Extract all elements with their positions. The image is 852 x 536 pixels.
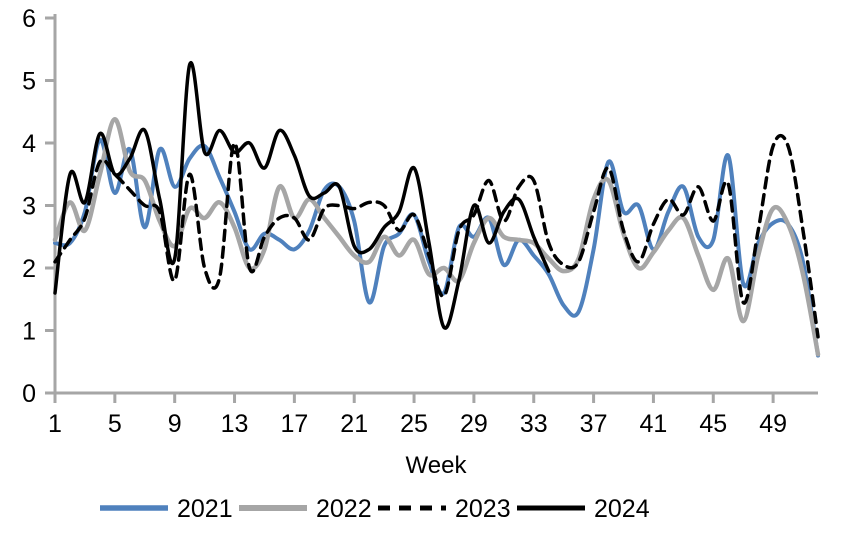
series-line-2024	[53, 60, 551, 330]
x-tick-label: 45	[699, 410, 727, 438]
x-tick-label: 37	[580, 410, 608, 438]
x-tick-label: 21	[340, 410, 368, 438]
x-tick-label: 17	[280, 410, 308, 438]
x-tick-label: 33	[520, 410, 548, 438]
y-tick-label: 2	[22, 255, 36, 283]
x-tick-label: 29	[460, 410, 488, 438]
y-tick-label: 5	[22, 68, 36, 96]
x-tick-label: 9	[168, 410, 182, 438]
x-tick-label: 13	[221, 410, 249, 438]
x-axis-title: Week	[406, 452, 468, 479]
legend-label-2022: 2022	[316, 495, 372, 523]
x-tick-label: 49	[759, 410, 787, 438]
x-tick-label: 25	[400, 410, 428, 438]
x-tick-label: 1	[48, 410, 62, 438]
x-tick-label: 5	[108, 410, 122, 438]
y-tick-label: 3	[22, 193, 36, 221]
y-tick-label: 0	[22, 380, 36, 408]
series-line-2022	[52, 117, 821, 357]
x-tick-label: 41	[640, 410, 668, 438]
legend-label-2024: 2024	[594, 495, 650, 523]
y-tick-label: 6	[22, 5, 36, 33]
legend-label-2021: 2021	[177, 495, 233, 523]
series-line-2021	[53, 137, 820, 358]
series-line-2023	[53, 133, 820, 339]
y-tick-label: 1	[22, 318, 36, 346]
y-tick-label: 4	[22, 130, 36, 158]
legend-label-2023: 2023	[455, 495, 511, 523]
